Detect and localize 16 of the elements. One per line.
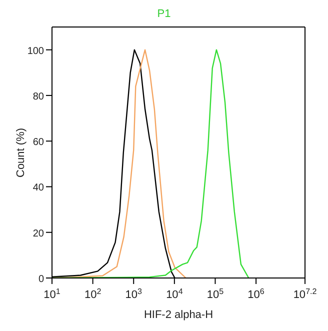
x-tick-label: 10$^{4}$ (166, 286, 184, 301)
x-tick-label: 10$^{1}$ (44, 286, 61, 301)
x-tick-label: 10$^{3}$ (125, 286, 143, 301)
x-axis-title: HIF-2 alpha-H (144, 309, 214, 321)
y-axis-title: Count (%) (14, 128, 27, 178)
x-tick-label: 10$^{2}$ (84, 286, 102, 301)
chart-title: P1 (156, 8, 172, 22)
y-tick-label: 0 (38, 274, 44, 285)
y-tick-label: 60 (32, 137, 44, 148)
y-tick-label: 100 (27, 46, 44, 57)
y-tick-label: 20 (32, 228, 44, 240)
x-tick-label: 10$^{5}$ (206, 286, 224, 301)
x-tick-label: 10$^{6}$ (248, 286, 265, 301)
x-tick-label: 10$^{7.2}$ (293, 286, 318, 301)
y-tick-label: 80 (32, 91, 44, 102)
y-tick-label: 40 (32, 182, 44, 194)
